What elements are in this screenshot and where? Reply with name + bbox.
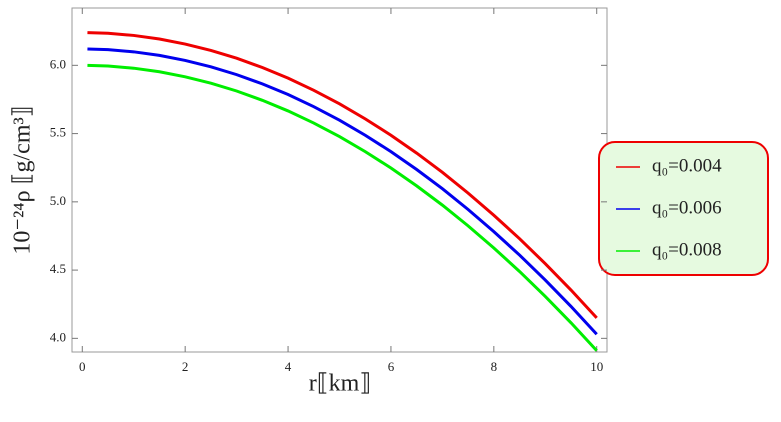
legend-box: [598, 141, 769, 276]
y-tick-label: 6.0: [50, 56, 66, 71]
plot-frame: [71, 7, 608, 353]
series-line: [87, 63, 598, 352]
series-line: [87, 47, 598, 336]
x-tick-label: 8: [491, 359, 498, 374]
legend-label: q₀=0.004: [652, 155, 722, 176]
y-tick-label: 4.5: [50, 261, 66, 276]
y-tick-label: 4.0: [50, 329, 66, 344]
x-tick-label: 2: [182, 359, 189, 374]
y-axis-label: 10⁻²⁴ρ ⟦g/cm³⟧: [10, 105, 36, 254]
legend-label: q₀=0.008: [652, 239, 722, 260]
y-tick-label: 5.0: [50, 193, 66, 208]
series-line: [87, 31, 598, 319]
x-tick-label: 0: [79, 359, 86, 374]
y-tick-label: 5.5: [50, 125, 66, 140]
x-tick-label: 6: [388, 359, 395, 374]
x-tick-label: 4: [285, 359, 292, 374]
x-tick-label: 10: [590, 359, 603, 374]
legend-label: q₀=0.006: [652, 197, 722, 218]
x-axis-label: r⟦km⟧: [309, 371, 371, 397]
